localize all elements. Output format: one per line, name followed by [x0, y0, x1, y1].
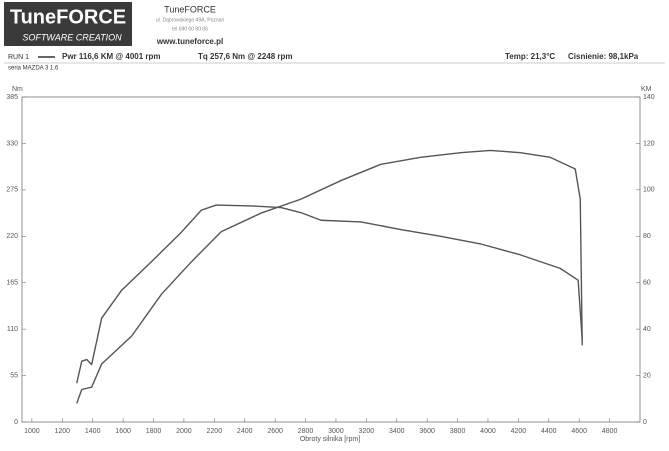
y2-tick-label: 60 — [643, 280, 651, 287]
x-tick-label: 3200 — [359, 428, 375, 435]
x-tick-label: 2000 — [176, 428, 192, 435]
company: TuneFORCE — [164, 4, 216, 14]
x-tick-label: 1400 — [85, 428, 101, 435]
y-axis-label: Nm — [12, 86, 23, 93]
x-tick-label: 2800 — [298, 428, 314, 435]
y-tick-label: 275 — [6, 187, 18, 194]
x-tick-label: 2600 — [267, 428, 283, 435]
x-tick-label: 3800 — [450, 428, 466, 435]
x-tick-label: 4200 — [511, 428, 527, 435]
curve — [76, 204, 583, 384]
y2-tick-label: 20 — [643, 372, 651, 379]
x-tick-label: 1200 — [54, 428, 70, 435]
x-tick-label: 3000 — [328, 428, 344, 435]
y-tick-label: 110 — [7, 326, 18, 333]
curve — [76, 149, 583, 404]
y-tick-label: 220 — [6, 233, 18, 240]
y-tick-label: 0 — [14, 419, 18, 426]
x-tick-label: 2200 — [207, 428, 223, 435]
logo-box — [4, 2, 132, 46]
plot-frame — [21, 96, 641, 423]
y2-tick-label: 80 — [643, 233, 651, 240]
pressure: Cisnienie: 98,1kPa — [568, 52, 639, 61]
vehicle: seria MAZDA 3 1.6 — [8, 66, 59, 72]
y2-tick-label: 40 — [643, 326, 651, 333]
website: www.tuneforce.pl — [156, 37, 223, 46]
x-tick-label: 4400 — [541, 428, 557, 435]
y-tick-label: 165 — [6, 280, 18, 287]
x-tick-label: 4800 — [602, 428, 618, 435]
x-tick-label: 3600 — [419, 428, 435, 435]
logo-sub: SOFTWARE CREATION — [22, 32, 122, 42]
y2-tick-label: 140 — [643, 94, 655, 101]
x-tick-label: 1000 — [24, 428, 40, 435]
x-tick-label: 1800 — [146, 428, 162, 435]
x-tick-label: 3400 — [389, 428, 405, 435]
x-tick-label: 4000 — [480, 428, 496, 435]
y-tick-label: 55 — [10, 372, 18, 379]
torque-summary: Tq 257,6 Nm @ 2248 rpm — [198, 52, 293, 61]
y-tick-label: 385 — [6, 94, 18, 101]
x-axis-label: Obroty silnika [rpm] — [300, 436, 360, 443]
y-tick-label: 330 — [6, 140, 18, 147]
y2-axis-label: KM — [641, 86, 652, 93]
x-tick-label: 1600 — [115, 428, 131, 435]
y2-tick-label: 0 — [643, 419, 647, 426]
power-summary: Pwr 116,6 KM @ 4001 rpm — [62, 52, 161, 61]
y2-tick-label: 100 — [643, 187, 655, 194]
x-tick-label: 2400 — [237, 428, 253, 435]
y2-tick-label: 120 — [643, 140, 655, 147]
x-tick-label: 4600 — [571, 428, 587, 435]
phone: tel 690 00 80 06 — [172, 26, 208, 32]
run: RUN 1 — [8, 54, 29, 61]
logo: TuneFORCE — [10, 6, 126, 28]
temp: Temp: 21,3°C — [505, 52, 555, 61]
address: ul. Dąbrowskiego 49A, Poznań — [156, 17, 225, 23]
